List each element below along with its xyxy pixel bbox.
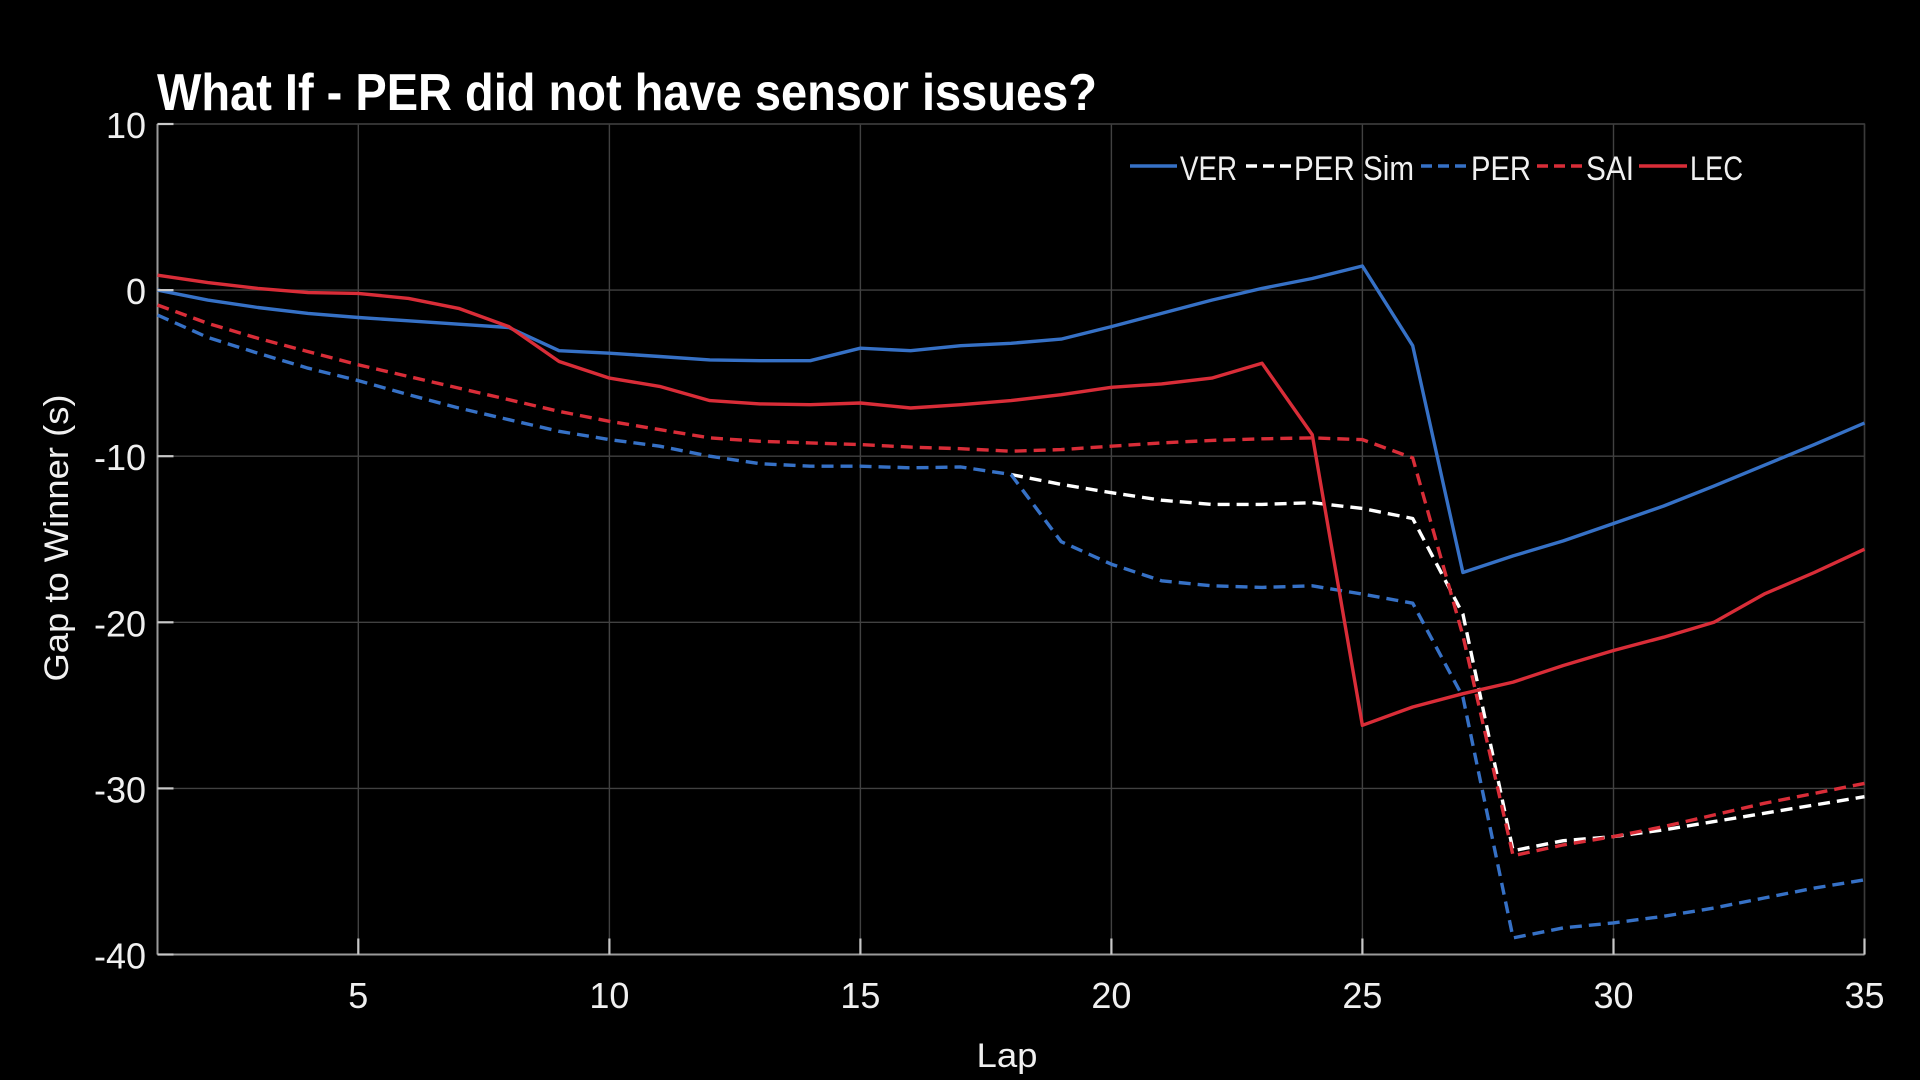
svg-text:PER Sim: PER Sim — [1294, 150, 1414, 188]
svg-text:SAI: SAI — [1586, 150, 1634, 188]
svg-text:0: 0 — [126, 271, 146, 312]
svg-text:-40: -40 — [94, 936, 146, 977]
svg-text:PER: PER — [1471, 150, 1531, 188]
svg-text:What If - PER did not have sen: What If - PER did not have sensor issues… — [157, 64, 1097, 122]
svg-text:10: 10 — [589, 975, 629, 1016]
svg-text:25: 25 — [1342, 975, 1382, 1016]
svg-text:30: 30 — [1593, 975, 1633, 1016]
svg-text:VER: VER — [1180, 150, 1237, 188]
svg-text:-30: -30 — [94, 769, 146, 810]
svg-text:Gap to Winner (s): Gap to Winner (s) — [38, 395, 76, 682]
svg-text:35: 35 — [1844, 975, 1884, 1016]
svg-text:Lap: Lap — [977, 1037, 1038, 1075]
svg-text:15: 15 — [840, 975, 880, 1016]
svg-text:20: 20 — [1091, 975, 1131, 1016]
svg-text:10: 10 — [106, 105, 146, 146]
svg-text:-20: -20 — [94, 603, 146, 644]
svg-text:LEC: LEC — [1690, 150, 1743, 188]
svg-text:5: 5 — [348, 975, 368, 1016]
svg-text:-10: -10 — [94, 437, 146, 478]
